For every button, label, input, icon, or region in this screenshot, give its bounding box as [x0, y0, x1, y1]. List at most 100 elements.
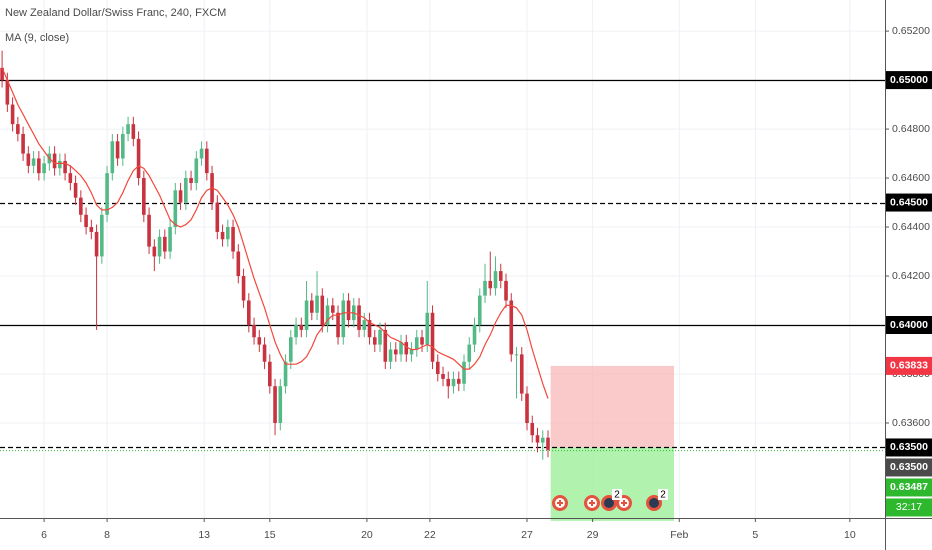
candle-body	[441, 373, 445, 379]
candle-body	[152, 246, 157, 257]
candle-body	[52, 153, 57, 169]
candle-body	[100, 214, 104, 257]
plot-area	[0, 50, 885, 521]
event-icon[interactable]	[552, 495, 568, 511]
candle-body	[414, 337, 419, 350]
axes: 68131520222729Feb5100.636000.638000.6400…	[41, 25, 932, 541]
candle-body	[94, 231, 99, 257]
candle-body	[231, 227, 235, 252]
candle-body	[262, 344, 267, 362]
candle-body	[121, 133, 125, 159]
x-tick-label: 22	[424, 529, 436, 541]
candle-body	[294, 325, 298, 338]
candle-body	[31, 158, 36, 166]
candle-body	[105, 173, 109, 215]
chart-title[interactable]: New Zealand Dollar/Swiss Franc, 240, FXC…	[5, 7, 226, 19]
x-tick-label: 10	[844, 529, 856, 541]
candle-body	[378, 329, 382, 345]
candle-body	[535, 435, 540, 443]
candle-body	[168, 227, 172, 252]
candle-body	[247, 300, 251, 326]
events: 2 2	[552, 489, 668, 511]
countdown: 32:17	[896, 501, 922, 513]
candle-body	[173, 190, 178, 228]
candle-body	[136, 138, 141, 179]
candle-body	[115, 141, 120, 159]
candle-body	[178, 190, 183, 203]
price-label-bg	[886, 356, 932, 375]
candle-body	[336, 312, 340, 338]
candle-body	[425, 312, 430, 345]
x-tick-label: 20	[361, 529, 373, 541]
candle-body	[157, 236, 162, 257]
candle-body	[346, 300, 351, 321]
candle-body	[226, 227, 230, 240]
candle-body	[215, 202, 220, 232]
candle-body	[388, 349, 393, 362]
candle-body	[341, 300, 346, 338]
candle-body	[0, 67, 4, 81]
x-tick-label: 8	[104, 529, 110, 541]
candle-body	[420, 337, 424, 345]
candle-body	[58, 160, 62, 169]
candle-body	[278, 386, 283, 423]
candle-body	[546, 437, 550, 450]
candle-body	[383, 329, 388, 362]
badge-bg	[612, 489, 622, 500]
candle-body	[299, 325, 304, 330]
candle-body	[514, 354, 519, 356]
candle-body	[142, 178, 146, 215]
candle-body	[163, 236, 167, 252]
candle-body	[5, 80, 10, 105]
candle-body	[446, 378, 451, 387]
price-label-bg	[886, 458, 932, 477]
candle-body	[42, 163, 46, 174]
y-tick-label: 0.64400	[892, 221, 930, 233]
candle-body	[367, 320, 372, 338]
x-tick-label: 27	[521, 529, 533, 541]
candle-body	[84, 214, 88, 228]
candle-body	[289, 337, 293, 362]
event-icon[interactable]	[584, 495, 600, 511]
candle-body	[467, 344, 472, 362]
timer-bg	[886, 498, 932, 517]
candle-body	[315, 295, 319, 313]
y-tick-label: 0.64800	[892, 123, 930, 135]
candle-body	[525, 393, 529, 423]
candle-body	[320, 295, 325, 326]
price-label: 0.63487	[890, 481, 928, 493]
x-tick-label: 13	[198, 529, 210, 541]
candle-body	[530, 422, 535, 436]
candle-body	[79, 197, 83, 215]
candle-body	[483, 280, 487, 296]
candle-body	[451, 378, 456, 387]
candle-body	[456, 378, 461, 384]
event-badge: 2	[614, 490, 620, 501]
candle-body	[472, 325, 477, 345]
candle-body	[147, 214, 151, 247]
y-tick-label: 0.64600	[892, 172, 930, 184]
candle-body	[220, 231, 225, 240]
candle-body	[37, 158, 41, 174]
x-tick-label: 29	[587, 529, 599, 541]
candle-body	[241, 276, 246, 301]
candle-body	[10, 104, 15, 125]
candle-body	[409, 349, 414, 355]
candle-body	[330, 305, 335, 313]
candle-body	[462, 361, 466, 384]
candle-body	[283, 361, 288, 387]
candle-body	[304, 300, 309, 330]
price-label-bg	[886, 438, 932, 457]
x-tick-label: Feb	[670, 529, 688, 541]
candle-body	[73, 182, 78, 198]
candle-body	[16, 124, 20, 134]
indicator-label[interactable]: MA (9, close)	[5, 32, 69, 44]
price-label-bg	[886, 71, 932, 90]
candle-body	[63, 160, 67, 174]
y-tick-label: 0.64200	[892, 270, 930, 282]
price-label: 0.64000	[890, 319, 928, 331]
event-badge: 2	[660, 490, 666, 501]
moving-average	[1, 67, 549, 399]
price-label: 0.65000	[890, 74, 928, 86]
